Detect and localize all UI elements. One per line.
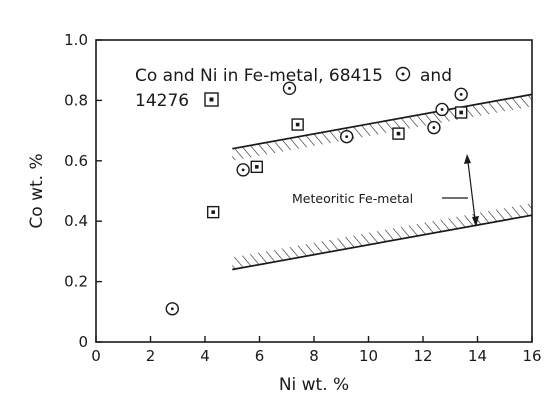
y-tick-label: 0.4: [64, 212, 88, 230]
circle-data-point: [282, 81, 297, 96]
x-tick-label: 8: [309, 347, 319, 365]
title-square-marker: [204, 92, 219, 107]
x-tick-label: 12: [413, 347, 432, 365]
y-tick-label: 0: [78, 333, 88, 351]
band-upper-hatch: [232, 94, 532, 161]
square-data-point: [392, 127, 405, 140]
circle-data-point: [427, 120, 441, 135]
square-data-point: [206, 205, 220, 219]
y-tick-label: 0.6: [64, 152, 88, 170]
y-tick-label: 0.8: [64, 91, 88, 109]
x-tick-label: 10: [359, 347, 378, 365]
x-tick-label: 2: [146, 347, 156, 365]
x-tick-label: 0: [91, 347, 101, 365]
square-data-point: [250, 160, 263, 174]
data-points: [165, 81, 468, 316]
chart-title-line2: 14276: [135, 91, 189, 111]
square-data-point: [291, 118, 304, 131]
x-tick-label: 16: [522, 347, 541, 365]
circle-data-point: [340, 129, 354, 144]
band-lower-hatch: [232, 203, 532, 270]
circle-data-point: [236, 163, 250, 177]
y-tick-label: 1.0: [64, 31, 88, 49]
circle-data-point: [165, 302, 180, 316]
chart-title-line1: Co and Ni in Fe-metal, 68415: [135, 66, 383, 86]
y-axis-ticks: 0 0.2 0.4 0.6 0.8 1.0: [64, 31, 102, 351]
x-tick-label: 14: [468, 347, 487, 365]
y-axis-title: Co wt. %: [27, 153, 47, 228]
circle-data-point: [435, 102, 449, 117]
square-data-point: [454, 106, 468, 119]
chart-title-and: and: [420, 66, 452, 86]
x-tick-label: 4: [200, 347, 210, 365]
meteoritic-band: [232, 93, 533, 271]
x-axis-ticks: 0 2 4 6 8 10 12 14 16: [91, 336, 542, 365]
x-axis-title: Ni wt. %: [279, 375, 349, 395]
chart-title: Co and Ni in Fe-metal, 68415 and 14276: [135, 66, 452, 111]
x-tick-label: 6: [255, 347, 265, 365]
band-upper-line: [232, 93, 533, 150]
band-annotation: Meteoritic Fe-metal: [292, 154, 479, 227]
y-tick-label: 0.2: [64, 273, 88, 291]
band-lower-line: [232, 214, 533, 271]
circle-data-point: [454, 87, 468, 102]
title-circle-marker: [395, 66, 411, 82]
band-label: Meteoritic Fe-metal: [292, 191, 413, 206]
